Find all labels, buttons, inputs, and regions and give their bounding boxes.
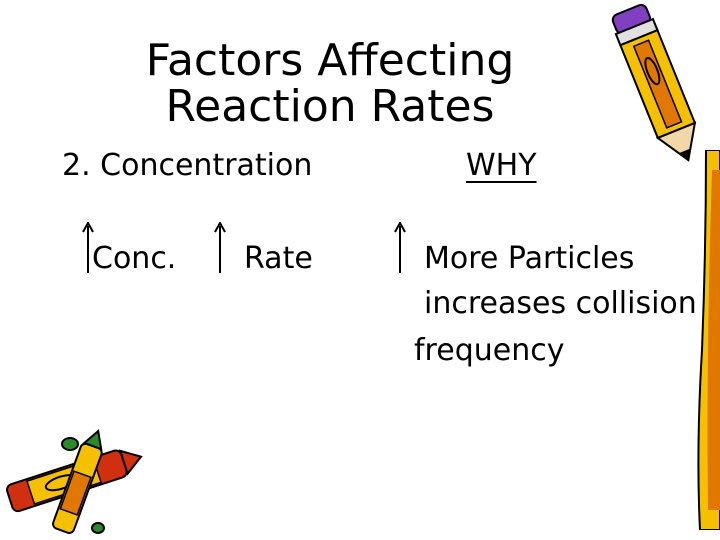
up-arrow-icon [394,222,406,273]
subheading-concentration: 2. Concentration [62,148,313,183]
pencil-icon [697,150,720,530]
explanation-line-3: frequency [414,333,565,368]
conc-label: Conc. [92,241,177,276]
up-arrow-icon [82,222,94,273]
slide-title-line-1: Factors Affecting [145,35,515,86]
explanation-line-1: More Particles [424,241,635,276]
why-heading: WHY [466,148,537,183]
rate-label: Rate [244,241,313,276]
slide-title-line-2: Reaction Rates [165,81,495,132]
explanation-line-2: increases collision [424,286,697,321]
up-arrow-icon [214,222,226,273]
pencil-icon [611,3,697,162]
crayons-icon [6,429,143,534]
